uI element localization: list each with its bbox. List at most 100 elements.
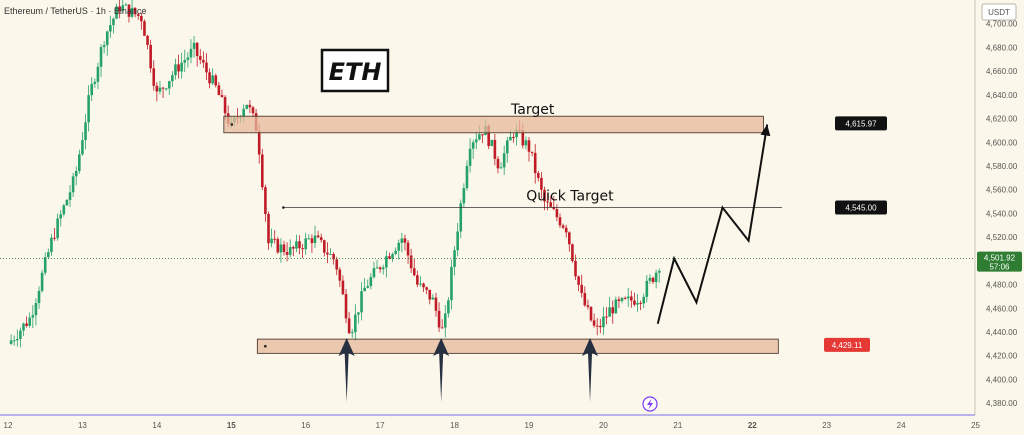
price-tick-label: 4,580.00 — [986, 162, 1018, 171]
candle-body — [167, 81, 171, 89]
price-tick-label: 4,420.00 — [986, 352, 1018, 361]
candle-body — [648, 277, 652, 281]
candle-body — [53, 237, 56, 239]
candle-body — [375, 267, 379, 269]
price-tick-label: 4,660.00 — [986, 67, 1018, 76]
candle-body — [273, 238, 276, 240]
candle-body — [536, 173, 540, 178]
candle-body — [140, 15, 143, 22]
candle-body — [471, 142, 475, 149]
candle-body — [639, 302, 642, 304]
candle-body — [341, 280, 345, 295]
support-zone[interactable] — [256, 338, 779, 354]
candle-body — [205, 62, 208, 73]
target-price-tag[interactable]: 4,615.97 — [835, 116, 887, 131]
candle-body — [403, 238, 407, 243]
quick-target-price-value: 4,545.00 — [845, 204, 877, 213]
annotations-group: Target Quick Target — [510, 102, 614, 205]
candle-body — [143, 21, 146, 36]
candle-body — [329, 253, 332, 255]
candle-body — [388, 256, 391, 259]
candle-body — [474, 139, 478, 143]
candle-body — [437, 310, 441, 328]
time-axis-background — [0, 415, 1024, 435]
candle-body — [186, 57, 190, 61]
price-tick-label: 4,520.00 — [986, 233, 1018, 242]
candle-body — [633, 300, 636, 305]
candle-body — [347, 318, 351, 334]
candle-body — [25, 323, 28, 326]
time-axis[interactable]: 12 13 14 15 16 17 18 19 20 21 22 23 24 25 — [4, 421, 981, 430]
candle-body — [115, 6, 118, 19]
candle-body — [279, 244, 283, 253]
candle-body — [561, 225, 565, 228]
candle-body — [74, 171, 78, 177]
candle-body — [443, 313, 447, 328]
candle-body — [564, 227, 568, 233]
candle-body — [248, 104, 252, 108]
candle-body — [183, 60, 187, 63]
candle-body — [223, 97, 227, 114]
price-tick-label: 4,700.00 — [986, 20, 1018, 29]
price-axis[interactable]: 4,380.00 4,400.00 4,420.00 4,440.00 4,460.00… — [986, 20, 1018, 408]
chart-title: ETH — [329, 58, 382, 86]
price-tick-label: 4,440.00 — [986, 328, 1018, 337]
candle-body — [434, 297, 438, 311]
candle-body — [211, 75, 214, 84]
quick-target-label: Quick Target — [526, 188, 614, 204]
time-tick-label: 24 — [897, 421, 906, 430]
projection-arrowhead — [760, 124, 771, 137]
candle-body — [620, 297, 624, 302]
candle-body — [366, 286, 370, 288]
support-zone-anchor — [264, 344, 267, 348]
candle-body — [595, 325, 599, 327]
candle-body — [533, 152, 537, 174]
support-price-tag[interactable]: 4,429.11 — [824, 337, 870, 352]
price-tick-label: 4,380.00 — [986, 399, 1018, 408]
candle-body — [642, 296, 646, 304]
candle-body — [220, 95, 224, 98]
candle-body — [124, 4, 128, 6]
candle-body — [381, 267, 385, 270]
target-zone[interactable] — [223, 115, 764, 134]
candle-body — [78, 154, 81, 172]
candle-body — [357, 312, 360, 315]
candle-body — [16, 338, 19, 341]
candle-body — [59, 214, 63, 219]
candle-body — [499, 167, 503, 169]
price-tick-label: 4,460.00 — [986, 304, 1018, 313]
time-tick-label: 12 — [4, 421, 13, 430]
candle-body — [28, 317, 32, 326]
candle-body — [450, 266, 453, 301]
candle-body — [307, 238, 311, 240]
candle-body — [555, 209, 559, 218]
candle-body — [121, 5, 125, 11]
price-axis-background — [975, 0, 1024, 415]
candle-body — [323, 240, 326, 253]
time-tick-label: 20 — [599, 421, 608, 430]
candle-body — [257, 131, 261, 155]
quick-target-price-tag[interactable]: 4,545.00 — [835, 200, 887, 215]
candle-body — [267, 213, 270, 244]
candle-body — [260, 154, 264, 188]
candle-body — [56, 218, 59, 239]
candle-body — [102, 45, 106, 48]
candle-body — [412, 268, 416, 276]
candle-body — [636, 302, 639, 305]
candle-body — [400, 238, 404, 243]
lightning-icon[interactable] — [642, 396, 658, 412]
candle-body — [264, 187, 267, 214]
candle-body — [623, 297, 627, 299]
candle-body — [583, 293, 587, 306]
candle-body — [9, 340, 13, 344]
candle-body — [292, 247, 295, 249]
time-tick-label: 15 — [227, 421, 236, 430]
candle-body — [136, 14, 140, 16]
candle-body — [428, 289, 432, 300]
candle-body — [335, 259, 339, 270]
candle-body — [552, 206, 556, 210]
currency-badge[interactable]: USDT — [981, 3, 1017, 21]
candle-body — [47, 252, 50, 258]
